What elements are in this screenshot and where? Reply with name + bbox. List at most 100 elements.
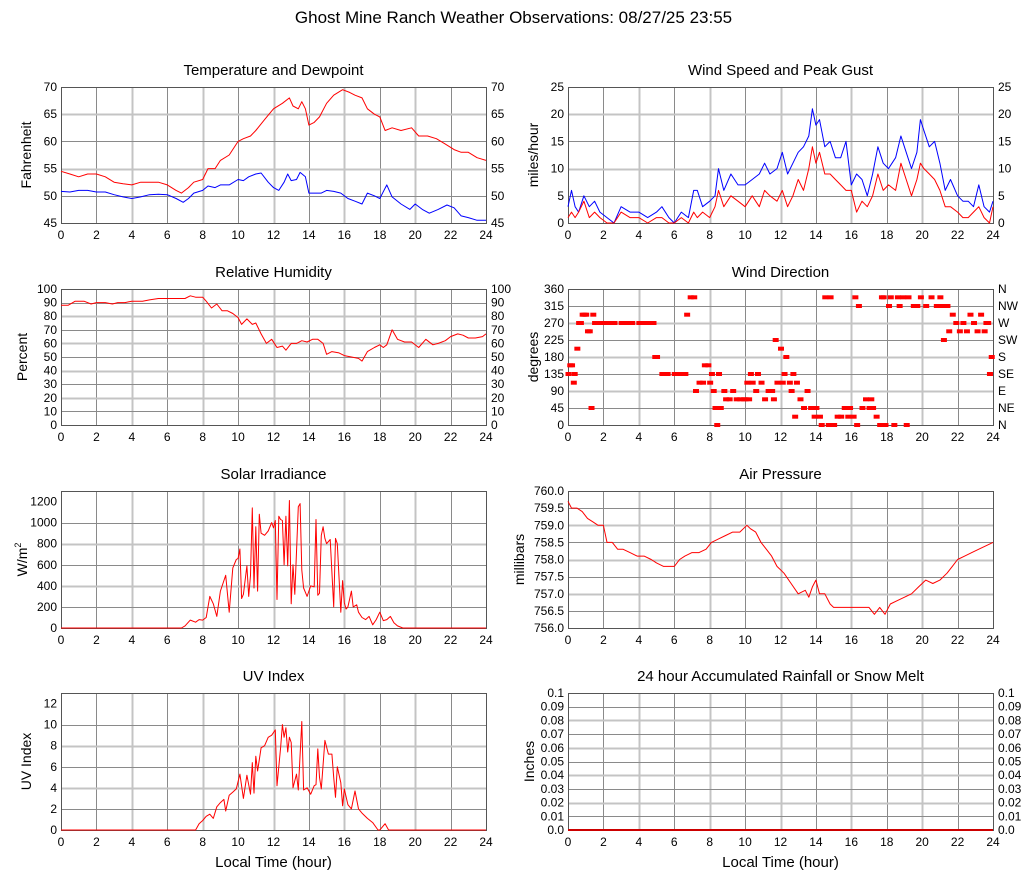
right-tick-label: 60 bbox=[491, 134, 505, 148]
data-point bbox=[847, 406, 854, 410]
data-point bbox=[850, 414, 857, 419]
right-tick-label: 20 bbox=[491, 391, 505, 405]
right-tick-label: 10 bbox=[491, 404, 505, 418]
data-point bbox=[900, 295, 907, 300]
y-tick-label: 10 bbox=[44, 718, 58, 732]
plot-frame bbox=[568, 491, 994, 629]
x-tick-label: 6 bbox=[671, 228, 678, 242]
data-point bbox=[981, 329, 988, 334]
x-tick-label: 20 bbox=[915, 430, 929, 444]
x-tick-label: 6 bbox=[671, 430, 678, 444]
right-tick-label: N bbox=[998, 418, 1007, 432]
right-tick-label: 65 bbox=[491, 107, 505, 121]
y-tick-label: 758.0 bbox=[534, 553, 564, 567]
data-point bbox=[726, 397, 733, 402]
x-tick-label: 2 bbox=[93, 633, 100, 647]
right-tick-label: 0.08 bbox=[998, 713, 1022, 727]
y-axis-label: Fahrenheit bbox=[18, 121, 34, 188]
chart-rain: 24 hour Accumulated Rainfall or Snow Mel… bbox=[521, 668, 1022, 871]
data-point bbox=[887, 295, 894, 300]
y-tick-label: 400 bbox=[37, 579, 57, 593]
x-tick-label: 2 bbox=[600, 228, 607, 242]
x-tick-label: 10 bbox=[738, 430, 752, 444]
data-point bbox=[583, 312, 590, 317]
y-tick-label: 90 bbox=[44, 296, 58, 310]
x-tick-label: 22 bbox=[951, 835, 965, 849]
data-point bbox=[717, 406, 724, 410]
chart-title: Solar Irradiance bbox=[221, 466, 327, 483]
data-point bbox=[769, 389, 776, 393]
data-point bbox=[712, 406, 719, 410]
x-tick-label: 2 bbox=[600, 633, 607, 647]
right-tick-label: E bbox=[998, 384, 1006, 398]
x-tick-label: 12 bbox=[267, 633, 281, 647]
data-point bbox=[701, 363, 708, 368]
data-point bbox=[933, 304, 940, 308]
x-tick-label: 24 bbox=[986, 633, 1000, 647]
x-tick-label: 8 bbox=[706, 633, 713, 647]
x-tick-label: 18 bbox=[373, 835, 387, 849]
x-tick-label: 10 bbox=[231, 430, 245, 444]
y-tick-label: 0.01 bbox=[541, 809, 565, 823]
x-tick-label: 4 bbox=[128, 835, 135, 849]
x-tick-label: 22 bbox=[444, 633, 458, 647]
right-tick-label: 0.04 bbox=[998, 768, 1022, 782]
series-line-relative-humidity bbox=[61, 295, 487, 362]
data-point bbox=[963, 329, 970, 334]
data-point bbox=[677, 372, 684, 376]
x-tick-label: 6 bbox=[671, 835, 678, 849]
x-tick-label: 10 bbox=[231, 835, 245, 849]
data-point bbox=[700, 380, 707, 385]
data-point bbox=[838, 414, 845, 419]
right-tick-label: S bbox=[998, 350, 1006, 364]
data-point bbox=[742, 397, 749, 402]
x-tick-label: 10 bbox=[738, 633, 752, 647]
x-tick-label: 16 bbox=[845, 430, 859, 444]
y-tick-label: 80 bbox=[44, 309, 58, 323]
x-tick-label: 14 bbox=[809, 835, 823, 849]
data-point bbox=[570, 380, 577, 385]
x-tick-label: 0 bbox=[565, 430, 572, 444]
x-tick-label: 14 bbox=[809, 228, 823, 242]
data-point bbox=[721, 389, 728, 393]
x-tick-label: 16 bbox=[338, 835, 352, 849]
data-point bbox=[816, 414, 823, 419]
data-point bbox=[707, 380, 714, 385]
y-tick-label: 800 bbox=[37, 537, 57, 551]
data-point bbox=[946, 329, 953, 334]
y-tick-label: 315 bbox=[544, 299, 564, 313]
data-point bbox=[852, 295, 859, 300]
y-tick-label: 45 bbox=[44, 216, 58, 230]
y-tick-label: 6 bbox=[50, 760, 57, 774]
data-point bbox=[654, 355, 661, 359]
data-point bbox=[910, 304, 917, 308]
x-tick-label: 6 bbox=[164, 228, 171, 242]
series-line-wind-speed bbox=[567, 146, 994, 224]
x-tick-label: 16 bbox=[338, 430, 352, 444]
y-tick-label: 100 bbox=[37, 282, 57, 296]
right-tick-label: 100 bbox=[491, 282, 511, 296]
right-tick-label: 0.03 bbox=[998, 782, 1022, 796]
y-axis-label-text: W/m bbox=[14, 548, 30, 577]
y-tick-label: 756.0 bbox=[534, 621, 564, 635]
y-tick-label: 40 bbox=[44, 364, 58, 378]
y-tick-label: 8 bbox=[50, 739, 57, 753]
data-point bbox=[744, 380, 751, 385]
y-tick-label: 20 bbox=[44, 391, 58, 405]
plot-frame bbox=[61, 87, 487, 224]
x-tick-label: 24 bbox=[479, 430, 493, 444]
y-tick-label: 5 bbox=[557, 189, 564, 203]
x-tick-label: 4 bbox=[635, 228, 642, 242]
y-tick-label: 135 bbox=[544, 367, 564, 381]
data-point bbox=[937, 295, 944, 300]
x-tick-label: 12 bbox=[774, 835, 788, 849]
x-tick-label: 8 bbox=[199, 228, 206, 242]
x-tick-label: 24 bbox=[986, 228, 1000, 242]
data-point bbox=[804, 389, 811, 393]
right-tick-label: 0 bbox=[998, 216, 1005, 230]
x-tick-label: 0 bbox=[565, 228, 572, 242]
